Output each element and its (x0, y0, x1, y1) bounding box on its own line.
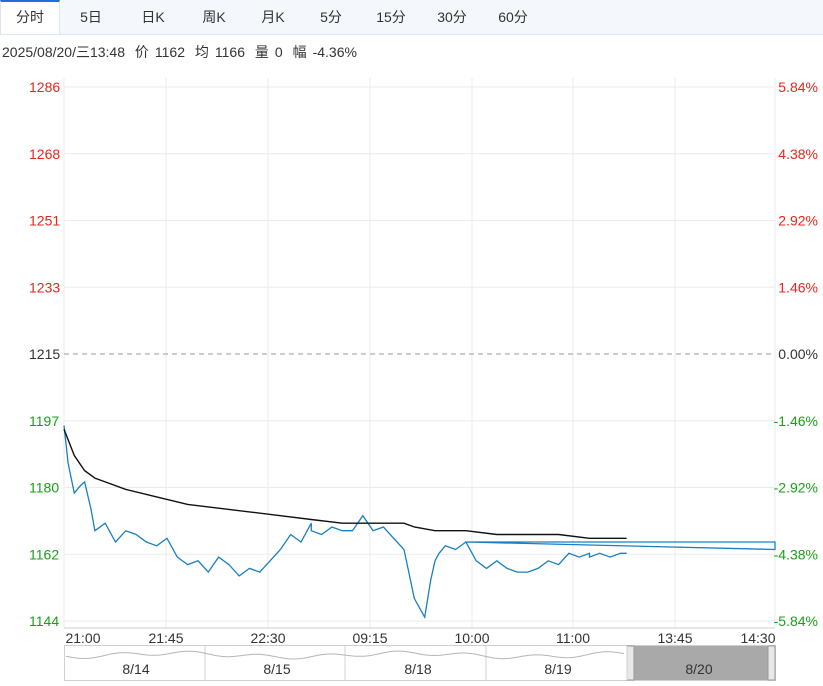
y-tick-left: 1144 (29, 613, 59, 629)
x-tick-label: 14:30 (740, 630, 775, 646)
price-value: 1162 (154, 44, 185, 60)
tab-0[interactable]: 分时 (0, 0, 60, 34)
y-tick-right: -1.46% (774, 413, 818, 429)
y-tick-left: 1180 (29, 480, 59, 496)
change-value: -4.36% (312, 44, 357, 60)
y-tick-right: 1.46% (778, 279, 818, 295)
y-tick-right: -4.38% (774, 546, 818, 562)
price-series-line (63, 425, 776, 620)
date-navigator[interactable] (64, 645, 776, 681)
y-tick-left: 1233 (29, 279, 60, 295)
avg-label: 均 (194, 44, 209, 60)
y-tick-right: 4.38% (778, 146, 818, 162)
x-tick-label: 11:00 (556, 630, 590, 646)
x-tick-label: 22:30 (250, 630, 285, 646)
y-tick-left: 1162 (29, 546, 59, 562)
y-tick-left: 1197 (29, 413, 59, 429)
tab-6[interactable]: 15分 (376, 9, 406, 25)
x-tick-label: 10:00 (454, 630, 489, 646)
tab-7[interactable]: 30分 (437, 9, 467, 25)
y-tick-right: 2.92% (778, 213, 818, 229)
y-tick-left: 1251 (29, 213, 60, 229)
y-tick-left: 1286 (29, 79, 60, 95)
tab-2[interactable]: 日K (141, 9, 165, 25)
period-tab-bar: 分时 5日 日K 周K 月K 5分 15分 30分 60分 (0, 0, 823, 35)
tab-5[interactable]: 5分 (320, 9, 342, 25)
x-tick-label: 13:45 (657, 630, 692, 646)
y-tick-right: -5.84% (774, 613, 818, 629)
y-tick-right: 0.00% (778, 346, 818, 362)
y-tick-right: -2.92% (774, 480, 818, 496)
tab-3[interactable]: 周K (202, 9, 226, 25)
volume-label: 量 (254, 44, 269, 60)
tab-8[interactable]: 60分 (498, 9, 528, 25)
average-series-line (63, 428, 627, 539)
volume-value: 0 (274, 44, 283, 60)
y-tick-left: 1268 (29, 146, 60, 162)
y-tick-left: 1215 (29, 346, 60, 362)
tab-4[interactable]: 月K (261, 9, 285, 25)
change-label: 幅 (292, 44, 307, 60)
quote-datetime: 2025/08/20/三13:48 (2, 44, 125, 60)
avg-value: 1166 (214, 44, 245, 60)
tab-1[interactable]: 5日 (80, 9, 102, 25)
x-tick-label: 21:45 (148, 630, 183, 646)
price-label: 价 (134, 44, 149, 60)
x-tick-label: 09:15 (352, 630, 387, 646)
y-tick-right: 5.84% (778, 79, 818, 95)
x-tick-label: 21:00 (65, 630, 100, 646)
